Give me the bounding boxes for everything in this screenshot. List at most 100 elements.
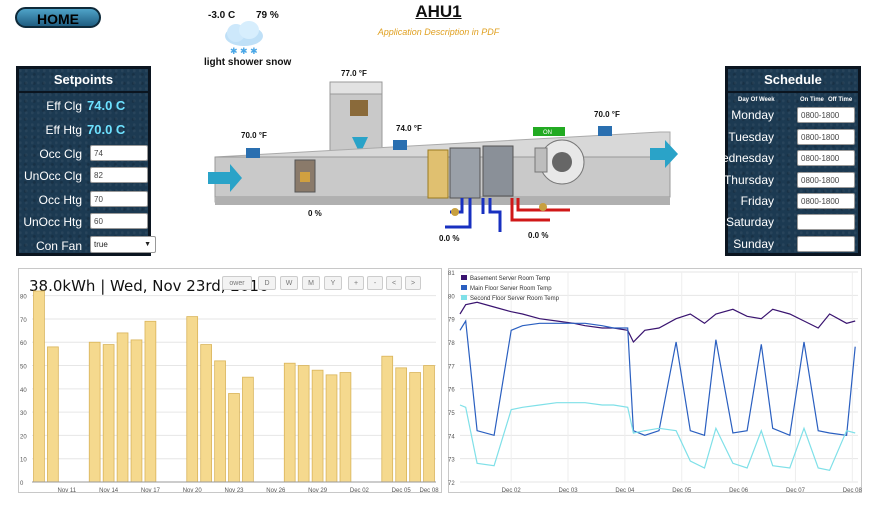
energy-bar-chart: 0 10 20 30 40 50 60 70 80 Nov 11 Nov 14 Nov 17 Nov 2… [20,290,440,493]
outdoor-air-arrow [208,164,242,192]
day-thursday: Thursday [723,173,774,187]
y-tick-label: 73 [448,458,455,464]
weather-temperature: -3.0 C [208,10,236,21]
energy-bar [339,372,352,483]
saturday-time-input[interactable] [797,214,855,230]
energy-bar [130,339,143,483]
tuesday-time-input[interactable]: 0800-1800 [797,129,855,145]
energy-bar [381,355,394,483]
eff-clg-value: 74.0 C [87,98,126,113]
thursday-time-input[interactable]: 0800-1800 [797,172,855,188]
power-button[interactable]: ower [222,276,252,290]
svg-text:✱ ✱ ✱: ✱ ✱ ✱ [230,46,258,56]
legend-label: Basement Server Room Temp [470,276,551,282]
eff-htg-label: Eff Htg [45,123,82,137]
x-tick-label: Dec 05 [672,488,692,493]
unocc-clg-input[interactable]: 82 [90,167,148,183]
y-tick-label: 75 [448,411,455,417]
x-tick-label: Dec 08 [420,488,440,493]
series-line [459,319,856,437]
monday-time-input[interactable]: 0800-1800 [797,107,855,123]
energy-bar [283,362,296,483]
x-tick-label: Dec 03 [559,488,579,493]
mixed-temp-sensor [393,140,407,150]
supply-temp: 70.0 °F [594,110,620,119]
page-title: AHU1 [415,2,462,21]
series-line [459,301,856,344]
y-tick-label: 77 [448,364,455,370]
unocc-htg-input[interactable]: 60 [90,213,148,229]
outdoor-temp: 70.0 °F [241,131,267,140]
y-tick-label: 20 [20,434,27,440]
series-line [459,402,856,471]
y-tick-label: 79 [448,318,455,324]
sunday-time-input[interactable] [797,236,855,252]
y-tick-label: 80 [448,294,455,300]
range-week-button[interactable]: W [280,276,298,290]
legend-swatch [461,275,467,280]
next-button[interactable]: > [405,276,421,290]
y-tick-label: 70 [20,318,27,324]
weather-humidity: 79 % [256,10,279,21]
supply-temp-sensor [598,126,612,136]
energy-bar [102,344,115,483]
range-month-button[interactable]: M [302,276,320,290]
range-year-button[interactable]: Y [324,276,342,290]
day-wednesday: Wednesday [710,151,774,165]
day-friday: Friday [740,194,774,208]
y-tick-label: 80 [20,295,27,301]
energy-bar [311,369,324,483]
x-tick-label: Dec 07 [786,488,806,493]
energy-bar [409,372,421,483]
home-button[interactable]: HOME [15,7,101,28]
y-tick-label: 74 [448,434,455,440]
range-day-button[interactable]: D [258,276,276,290]
y-tick-label: 81 [448,271,455,277]
temp-line-chart: 72 73 74 75 76 77 78 79 80 81 Dec 02 Dec 03 Dec 04 De… [448,271,862,493]
temp-chart-frame [448,268,862,493]
day-sunday: Sunday [733,237,774,251]
prev-button[interactable]: < [386,276,402,290]
con-fan-select[interactable]: true ▼ [90,236,156,253]
y-tick-label: 78 [448,341,455,347]
energy-bar [116,332,129,483]
zoom-out-button[interactable]: - [367,276,383,290]
x-tick-label: Nov 23 [224,488,244,493]
y-tick-label: 60 [20,341,27,347]
x-tick-label: Nov 11 [58,488,77,493]
x-tick-label: Dec 05 [392,488,412,493]
application-description-link[interactable]: Application Description in PDF [377,27,500,37]
unocc-clg-label: UnOcc Clg [23,169,82,183]
friday-time-input[interactable]: 0800-1800 [797,193,855,209]
fan-status-text: ON [543,130,552,136]
x-tick-label: Nov 14 [99,488,119,493]
x-tick-label: Nov 26 [266,488,286,493]
energy-bar [33,290,45,483]
wednesday-time-input[interactable]: 0800-1800 [797,150,855,166]
schedule-panel: Schedule Day Of Week On Time Off Time Mo… [711,66,861,256]
legend-swatch [461,285,467,290]
energy-bar [325,374,338,483]
legend-swatch [461,295,467,300]
return-air-arrow [352,137,368,154]
zoom-in-button[interactable]: + [348,276,364,290]
cool-valve-percent: 0.0 % [528,231,548,240]
x-tick-label: Dec 08 [843,488,862,493]
outdoor-temp-sensor [246,148,260,158]
occ-clg-label: Occ Clg [39,147,82,161]
x-tick-label: Nov 17 [141,488,161,493]
occ-clg-input[interactable]: 74 [90,145,148,161]
day-saturday: Saturday [725,215,774,229]
y-tick-label: 10 [20,458,27,464]
heat-valve-percent: 0.0 % [439,234,459,243]
con-fan-label: Con Fan [35,239,82,253]
y-tick-label: 30 [20,411,27,417]
energy-bar [228,393,240,483]
y-tick-label: 72 [448,481,455,487]
return-temp: 77.0 °F [341,69,367,78]
occ-htg-input[interactable]: 70 [90,191,148,207]
fan-status-badge [533,127,565,136]
con-fan-value: true [94,240,108,249]
weather-condition: light shower snow [204,57,292,68]
y-tick-label: 0 [20,481,24,487]
